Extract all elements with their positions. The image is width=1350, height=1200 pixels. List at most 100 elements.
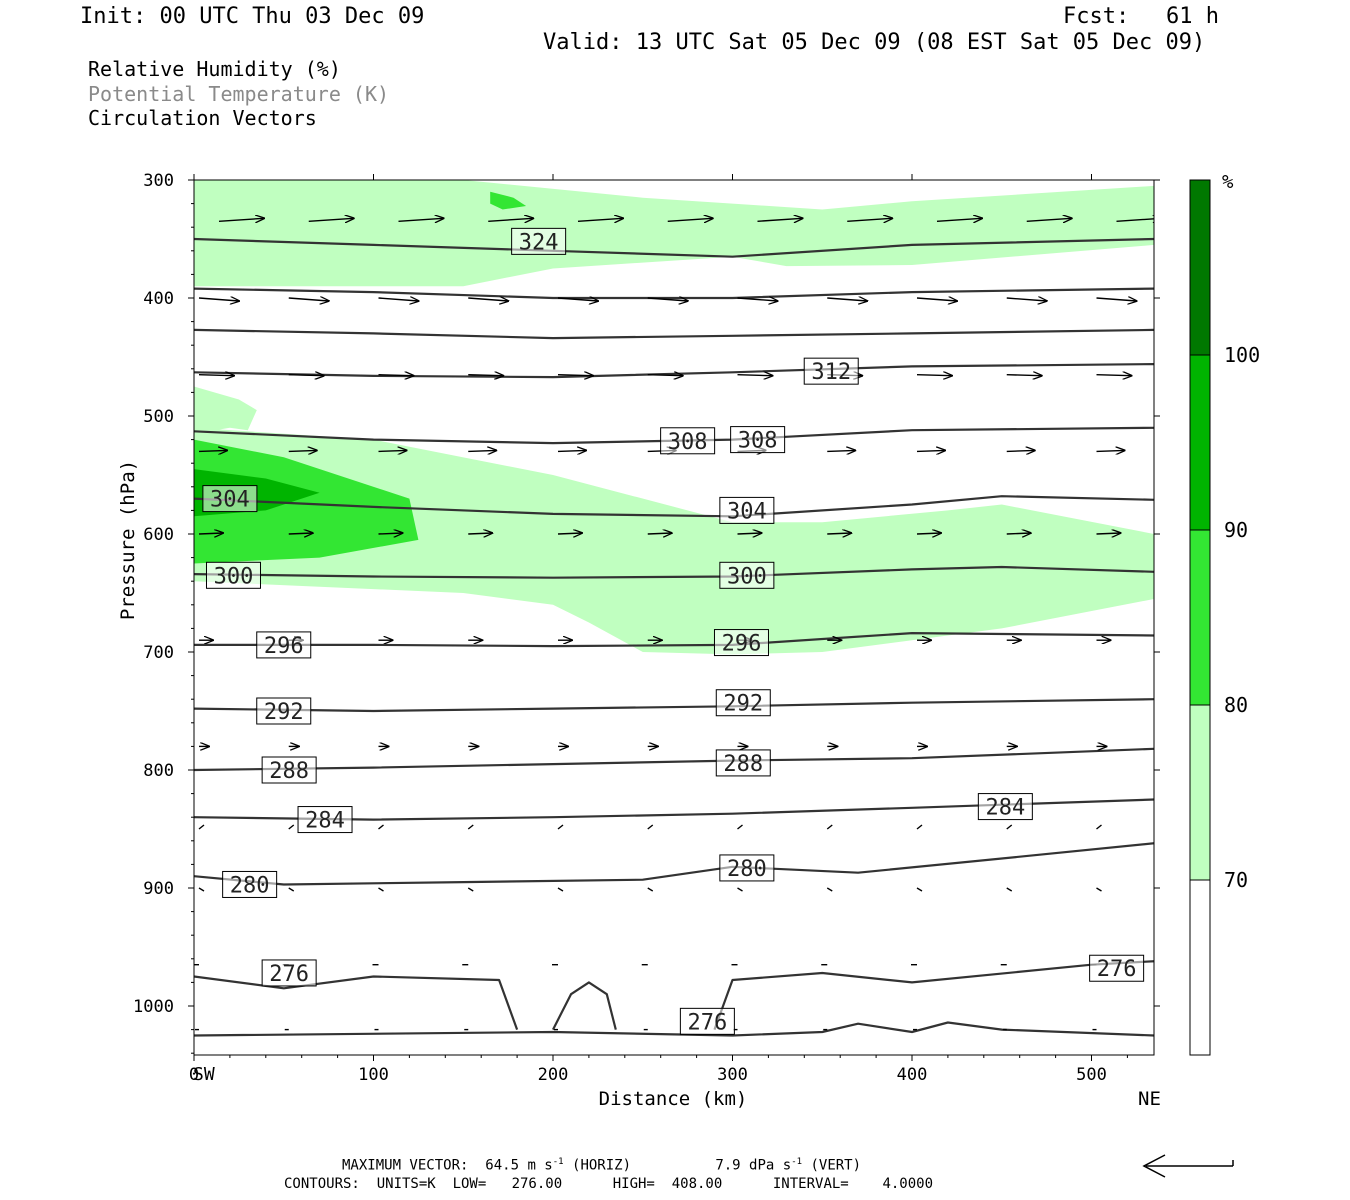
circulation-vector [557, 887, 564, 892]
isentrope-label: 296 [722, 632, 762, 657]
circulation-vector [398, 218, 444, 221]
circulation-vector [198, 298, 239, 301]
colorbar-label: 80 [1224, 693, 1248, 717]
circulation-vector [378, 533, 403, 534]
isentrope-label-box [977, 793, 1033, 821]
y-tick-label: 700 [143, 643, 174, 663]
isentrope-label: 280 [727, 857, 767, 882]
isentrope-276 [552, 981, 617, 1031]
circulation-vector [1116, 218, 1154, 221]
circulation-vector [288, 298, 329, 301]
circulation-vector [468, 450, 496, 451]
colorbar-segment [1189, 529, 1211, 706]
x-tick-label: 100 [358, 1065, 389, 1085]
x-axis-title: Distance (km) [599, 1088, 748, 1110]
isentrope-308 [194, 426, 1154, 445]
circulation-vector [468, 298, 508, 301]
isentrope-label: 304 [727, 499, 767, 524]
isentrope-label-box [261, 959, 317, 987]
isentrope-label-box [222, 870, 278, 898]
circulation-vector [378, 887, 384, 892]
circulation-vector [378, 298, 419, 301]
isentrope-label-box [261, 756, 317, 784]
circulation-vector [936, 218, 982, 221]
y-tick-label: 900 [143, 879, 174, 899]
isentrope-label: 276 [687, 1010, 727, 1035]
isentrope-320 [194, 287, 1154, 300]
isentrope-label-box [715, 689, 771, 717]
isentrope-label: 292 [723, 692, 763, 717]
circulation-vector [198, 533, 223, 534]
forecast-hour: 61 h [1166, 4, 1219, 29]
isentrope-label-box [719, 561, 775, 589]
circulation-vector [647, 298, 688, 301]
circulation-vector [826, 887, 833, 892]
isentrope-label: 324 [519, 230, 559, 255]
circulation-vector [1006, 298, 1047, 301]
circulation-vector [577, 218, 623, 221]
isentrope-label: 300 [214, 564, 254, 589]
colorbar-label: 90 [1224, 518, 1248, 542]
circulation-vector [916, 450, 945, 451]
circulation-vector [1096, 533, 1121, 534]
circulation-vector [378, 375, 414, 376]
isentrope-label: 300 [727, 564, 767, 589]
y-tick-label: 1000 [133, 997, 174, 1017]
colorbar-segment [1189, 354, 1211, 531]
circulation-vector [1096, 824, 1102, 830]
endpoint-sw: SW [193, 1064, 215, 1085]
circulation-vector [378, 824, 384, 830]
y-tick-label: 600 [143, 525, 174, 545]
valid-time: Valid: 13 UTC Sat 05 Dec 09 (08 EST Sat … [543, 30, 1206, 55]
circulation-vector [667, 218, 713, 221]
circulation-vector [557, 375, 593, 376]
circulation-vector [847, 218, 892, 221]
circulation-vector [826, 824, 833, 830]
isentrope-label-box [679, 1007, 735, 1035]
circulation-vector [827, 298, 867, 301]
circulation-vector [916, 824, 923, 830]
circulation-vector [467, 887, 474, 892]
isentrope-label-box [803, 357, 859, 385]
circulation-vector [737, 375, 773, 376]
isentrope-312 [194, 363, 1154, 379]
circulation-vector [757, 218, 803, 221]
circulation-vector [737, 824, 743, 830]
endpoint-ne: NE [1138, 1088, 1161, 1110]
rh-region-70 [194, 180, 1154, 287]
x-tick-label: 500 [1076, 1065, 1107, 1085]
isentrope-label-box [202, 485, 258, 513]
circulation-vector [1006, 375, 1042, 376]
circulation-vector [827, 450, 855, 451]
legend-theta: Potential Temperature (K) [88, 82, 390, 106]
y-tick-label: 300 [143, 171, 174, 191]
circulation-vector [288, 887, 295, 892]
circulation-vector [916, 533, 941, 534]
circulation-vector [916, 298, 957, 301]
isentrope-label-box [511, 227, 567, 255]
circulation-vector [827, 533, 851, 534]
legend-vectors: Circulation Vectors [88, 106, 317, 130]
circulation-vector [647, 533, 672, 534]
circulation-vector [647, 375, 683, 376]
circulation-vector [737, 887, 743, 892]
reference-vector-arrow [1142, 1154, 1234, 1178]
isentrope-label-box [256, 697, 312, 725]
isentrope-label-box [205, 561, 261, 589]
circulation-vector [468, 533, 492, 534]
isentrope-labels: 324 312 308 308 304 304 300 300 296 296 292 292 288 2… [202, 227, 1145, 1035]
circulation-vector [1006, 824, 1013, 830]
circulation-vector [288, 533, 313, 534]
y-tick-label: 800 [143, 761, 174, 781]
circulation-vector [1096, 887, 1102, 892]
colorbar: 100 90 80 70 [1189, 179, 1260, 1056]
circulation-vector [218, 218, 264, 221]
circulation-vector [198, 450, 227, 451]
rh-region-80 [194, 439, 419, 564]
circulation-vector [1006, 887, 1013, 892]
circulation-vector [647, 887, 654, 892]
isentrope-label: 304 [210, 488, 250, 513]
y-tick-label: 500 [143, 407, 174, 427]
circulation-vector [198, 824, 205, 830]
colorbar-segment [1189, 879, 1211, 1056]
